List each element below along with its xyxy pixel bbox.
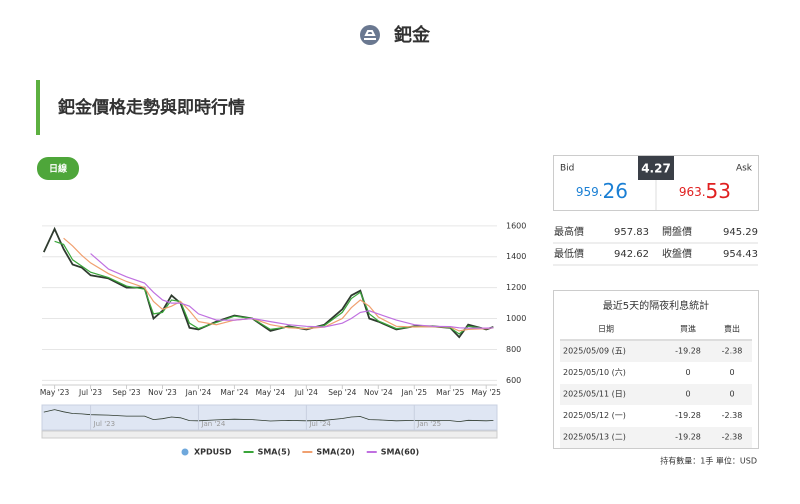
table-cell: 2025/05/10 (六) [563,367,626,377]
section-title: 鈀金價格走勢與即時行情 [58,97,245,118]
interest-title: 最近5天的隔夜利息統計 [603,299,709,312]
bid-dec: 26 [603,179,628,203]
navigator-label: Jan '24 [200,420,225,428]
x-tick-label: Jul '24 [294,388,318,397]
interest-box [553,290,759,449]
y-tick-label: 1400 [506,252,526,261]
note: 持有數量：1手 單位：USD [660,456,757,466]
x-tick-label: Mar '24 [220,388,248,397]
table-cell: -2.38 [722,411,743,420]
spread-box [638,156,674,180]
spread: 4.27 [641,162,671,176]
table-cell: 2025/05/12 (一) [563,411,626,420]
stat-value: 942.62 [614,249,649,260]
bid-price: 959.26 [576,179,628,203]
bid-int: 959. [576,185,603,199]
ask-label: Ask [736,164,753,174]
table-header: 買進 [680,325,696,334]
x-tick-label: Jul '23 [78,388,102,397]
stat-label: 收盤價 [662,247,692,260]
stat-value: 954.43 [723,249,758,260]
legend-label: SMA(5) [258,448,291,457]
legend-marker [181,448,189,456]
y-tick-label: 1600 [506,221,526,230]
legend-label: SMA(60) [381,448,419,457]
x-tick-label: May '23 [40,388,70,397]
y-tick-label: 800 [506,345,521,354]
ask-int: 963. [679,185,706,199]
x-tick-label: May '25 [471,388,501,397]
ask-price: 963.53 [679,179,731,203]
table-cell: -2.38 [722,347,743,356]
y-tick-label: 1000 [506,314,526,323]
x-tick-label: Sep '23 [112,388,140,397]
table-cell: 0 [729,390,734,399]
navigator-label: Jul '23 [93,420,116,428]
table-cell: 0 [685,368,690,377]
x-tick-label: Mar '25 [436,388,464,397]
table-cell: -19.28 [675,347,701,356]
table-cell: 2025/05/11 (日) [563,390,626,399]
x-tick-label: Nov '24 [364,388,393,397]
section-bar [36,80,40,135]
table-cell: 0 [729,368,734,377]
stat-label: 最高價 [554,225,584,238]
stat-label: 最低價 [554,247,584,260]
row-bg [560,384,752,405]
navigator-line [43,409,494,423]
table-cell: 2025/05/13 (二) [563,433,626,442]
tab[interactable] [37,157,79,180]
x-tick-label: May '24 [256,388,286,397]
navigator-label: Jul '24 [308,420,331,428]
legend-label: SMA(20) [316,448,354,457]
table-cell: -2.38 [722,433,743,442]
x-tick-label: Sep '24 [328,388,356,397]
tab-label[interactable]: 日線 [49,163,67,175]
row-bg [560,427,752,448]
scrollbar [41,430,498,439]
table-cell: -19.28 [675,433,701,442]
y-tick-label: 600 [506,376,521,385]
table-header: 賣出 [724,324,740,334]
stat-value: 945.29 [723,227,758,238]
row-bg [560,341,752,362]
icon-glyph [364,30,376,40]
bid-label: Bid [560,164,574,174]
table-cell: 0 [685,390,690,399]
series-line [90,253,494,329]
table-cell: 2025/05/09 (五) [563,347,626,356]
navigator-label: Jan '25 [416,420,441,428]
legend-label: XPDUSD [194,448,232,457]
table-header: 日期 [598,325,614,334]
y-tick-label: 1200 [506,283,526,292]
x-tick-label: Nov '23 [148,388,177,397]
x-tick-label: Jan '25 [400,388,427,397]
x-tick-label: Jan '24 [185,388,212,397]
navigator [41,404,498,431]
stat-value: 957.83 [614,227,649,238]
ask-dec: 53 [706,179,731,203]
page-title: 鈀金 [394,24,431,46]
series-line [63,237,494,332]
table-cell: -19.28 [675,411,701,420]
stat-label: 開盤價 [662,225,692,238]
